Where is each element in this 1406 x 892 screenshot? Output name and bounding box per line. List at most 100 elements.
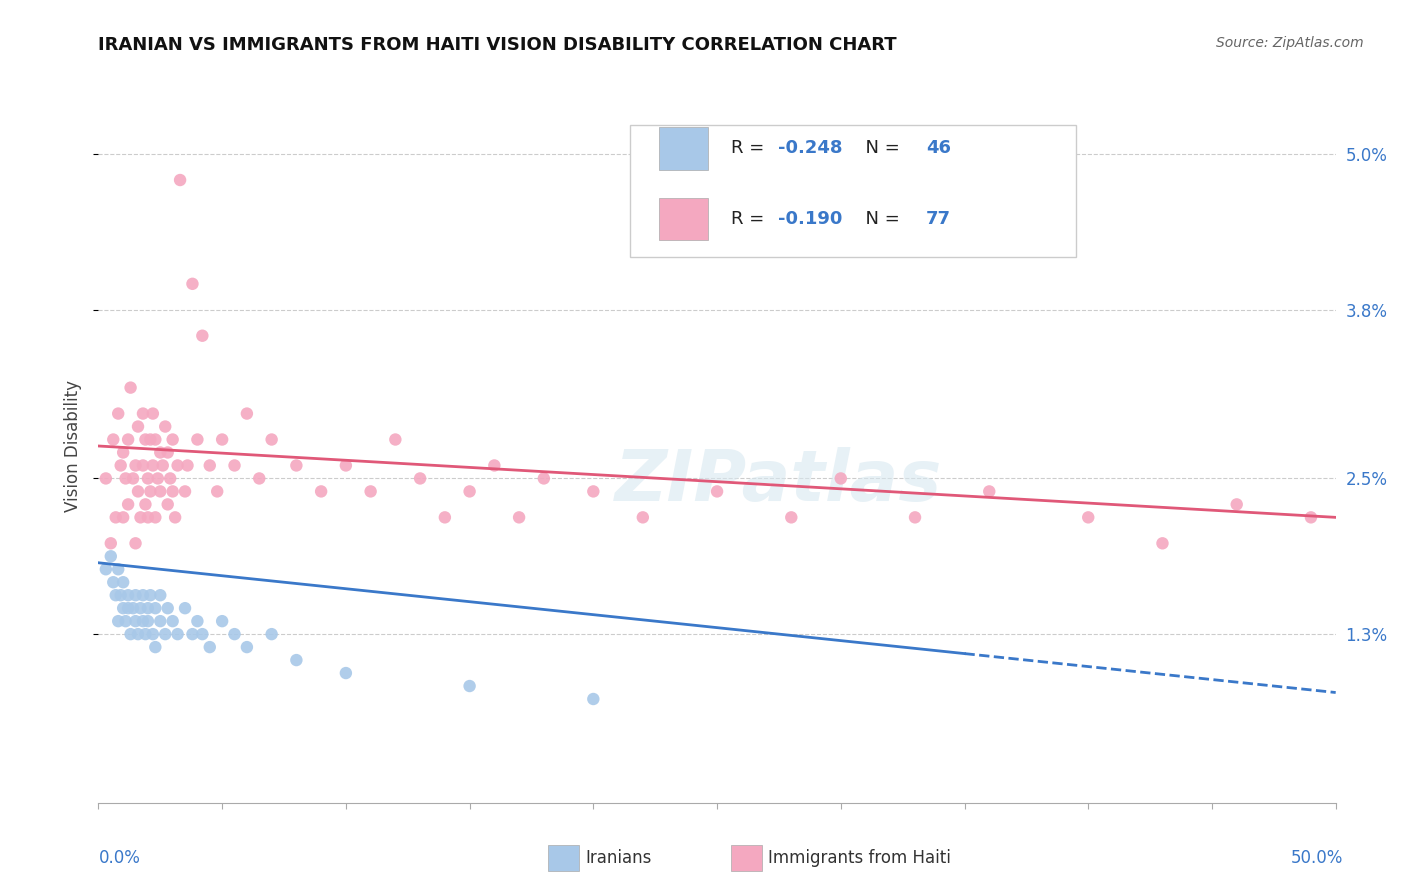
Text: 77: 77 xyxy=(927,211,952,228)
Point xyxy=(159,471,181,485)
Point xyxy=(134,627,156,641)
Text: Iranians: Iranians xyxy=(585,849,651,867)
Point xyxy=(979,484,1001,499)
Point xyxy=(139,433,162,447)
Point xyxy=(186,433,208,447)
Text: 0.0%: 0.0% xyxy=(98,849,141,867)
Point xyxy=(155,419,177,434)
Point xyxy=(186,614,208,628)
Point xyxy=(198,458,221,473)
Point xyxy=(285,458,308,473)
Point xyxy=(124,588,146,602)
Point xyxy=(142,627,165,641)
Point xyxy=(124,458,146,473)
Point xyxy=(143,433,166,447)
Point xyxy=(104,588,127,602)
Point xyxy=(117,497,139,511)
Point xyxy=(169,173,191,187)
Point xyxy=(132,458,155,473)
Text: -0.248: -0.248 xyxy=(778,139,842,157)
Point xyxy=(114,471,136,485)
Point xyxy=(127,627,149,641)
Point xyxy=(117,433,139,447)
Point xyxy=(146,471,169,485)
Point xyxy=(309,484,332,499)
Point xyxy=(181,277,204,291)
Point xyxy=(142,407,165,421)
Point xyxy=(191,328,214,343)
Point xyxy=(260,433,283,447)
Text: IRANIAN VS IMMIGRANTS FROM HAITI VISION DISABILITY CORRELATION CHART: IRANIAN VS IMMIGRANTS FROM HAITI VISION … xyxy=(98,36,897,54)
Point xyxy=(830,471,852,485)
Point xyxy=(136,614,159,628)
Point xyxy=(117,601,139,615)
Point xyxy=(165,510,187,524)
Point xyxy=(94,471,117,485)
Point xyxy=(103,433,125,447)
Point xyxy=(110,588,132,602)
Point xyxy=(335,666,357,681)
Point xyxy=(384,433,406,447)
Point xyxy=(149,484,172,499)
Point xyxy=(107,562,129,576)
Point xyxy=(211,614,233,628)
Point xyxy=(166,627,188,641)
Point xyxy=(780,510,803,524)
Point xyxy=(100,549,122,564)
Text: 46: 46 xyxy=(927,139,952,157)
Point xyxy=(484,458,506,473)
Point xyxy=(129,601,152,615)
FancyBboxPatch shape xyxy=(630,125,1076,257)
Point xyxy=(143,601,166,615)
Text: ZIPatlas: ZIPatlas xyxy=(616,447,942,516)
Point xyxy=(152,458,174,473)
Point xyxy=(181,627,204,641)
Point xyxy=(149,445,172,459)
Point xyxy=(162,614,184,628)
Point xyxy=(582,692,605,706)
Point xyxy=(706,484,728,499)
Point xyxy=(360,484,382,499)
Point xyxy=(409,471,432,485)
Point xyxy=(582,484,605,499)
Text: R =: R = xyxy=(731,139,769,157)
Point xyxy=(155,627,177,641)
Point xyxy=(103,575,125,590)
Point xyxy=(114,614,136,628)
Point xyxy=(508,510,530,524)
Text: -0.190: -0.190 xyxy=(778,211,842,228)
Point xyxy=(136,601,159,615)
Point xyxy=(107,614,129,628)
Point xyxy=(285,653,308,667)
Point xyxy=(132,588,155,602)
Point xyxy=(122,471,145,485)
Point xyxy=(156,497,179,511)
Point xyxy=(156,445,179,459)
FancyBboxPatch shape xyxy=(659,127,709,169)
Point xyxy=(1077,510,1099,524)
Point xyxy=(458,679,481,693)
Point xyxy=(120,381,142,395)
Point xyxy=(129,510,152,524)
Point xyxy=(117,588,139,602)
Point xyxy=(260,627,283,641)
Point xyxy=(149,614,172,628)
Text: 50.0%: 50.0% xyxy=(1291,849,1343,867)
Y-axis label: Vision Disability: Vision Disability xyxy=(65,380,83,512)
Point xyxy=(94,562,117,576)
Point xyxy=(120,627,142,641)
Point xyxy=(134,497,156,511)
Point xyxy=(100,536,122,550)
Point xyxy=(224,627,246,641)
Point xyxy=(112,601,135,615)
Point xyxy=(335,458,357,473)
Point xyxy=(136,510,159,524)
Text: N =: N = xyxy=(855,139,905,157)
Point xyxy=(162,484,184,499)
Point xyxy=(533,471,555,485)
Point xyxy=(143,640,166,654)
Point xyxy=(205,484,228,499)
Point xyxy=(236,640,259,654)
Point xyxy=(162,433,184,447)
Text: Immigrants from Haiti: Immigrants from Haiti xyxy=(768,849,950,867)
